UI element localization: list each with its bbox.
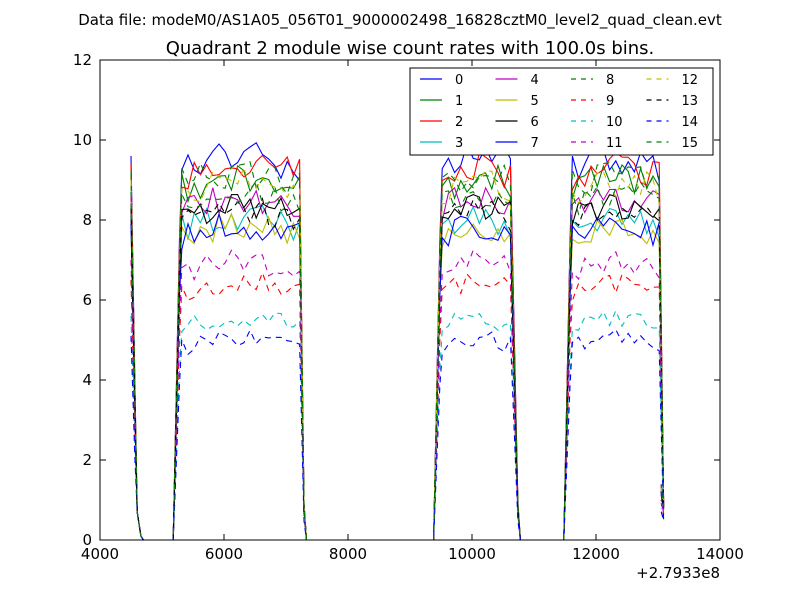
y-tick-label: 8 xyxy=(82,211,92,229)
legend-label-10: 10 xyxy=(606,115,623,130)
x-tick-label: 4000 xyxy=(81,545,119,563)
legend-label-4: 4 xyxy=(531,73,539,88)
legend-box xyxy=(409,67,714,156)
series-line-1 xyxy=(130,163,665,541)
y-tick-label: 6 xyxy=(82,291,92,309)
legend-label-7: 7 xyxy=(531,136,539,151)
series-line-6 xyxy=(130,193,665,541)
series-line-4 xyxy=(130,186,665,541)
legend-label-1: 1 xyxy=(455,94,463,109)
x-offset-label: +2.7933e8 xyxy=(636,564,720,582)
series-line-5 xyxy=(130,212,665,541)
legend-label-5: 5 xyxy=(531,94,539,109)
series-line-10 xyxy=(130,309,665,541)
x-tick-label: 12000 xyxy=(572,545,620,563)
legend-label-3: 3 xyxy=(455,136,463,151)
legend-label-11: 11 xyxy=(606,136,623,151)
chart-title: Quadrant 2 module wise count rates with … xyxy=(166,38,655,59)
legend-label-9: 9 xyxy=(606,94,614,109)
y-tick-label: 4 xyxy=(82,371,92,389)
y-tick-label: 12 xyxy=(73,51,92,69)
series-line-12 xyxy=(130,166,665,541)
legend-label-8: 8 xyxy=(606,73,614,88)
x-tick-label: 6000 xyxy=(205,545,243,563)
series-line-14 xyxy=(130,328,665,541)
y-tick-label: 10 xyxy=(73,131,92,149)
series-line-0 xyxy=(130,142,665,541)
series-line-15 xyxy=(130,180,665,541)
x-tick-label: 14000 xyxy=(696,545,744,563)
legend-label-14: 14 xyxy=(682,115,699,130)
legend-label-13: 13 xyxy=(682,94,699,109)
x-tick-label: 10000 xyxy=(448,545,496,563)
legend-label-12: 12 xyxy=(682,73,699,88)
series-line-8 xyxy=(130,161,665,541)
series-line-7 xyxy=(130,212,665,541)
legend-label-2: 2 xyxy=(455,115,463,130)
x-tick-label: 8000 xyxy=(329,545,367,563)
series-line-13 xyxy=(130,197,665,541)
legend-label-15: 15 xyxy=(682,136,699,151)
series-line-3 xyxy=(130,204,665,541)
data-file-label: Data file: modeM0/AS1A05_056T01_90000024… xyxy=(78,11,722,30)
series-line-9 xyxy=(130,270,665,541)
y-tick-label: 0 xyxy=(82,531,92,549)
legend-label-0: 0 xyxy=(455,73,463,88)
series-line-11 xyxy=(130,249,665,541)
y-tick-label: 2 xyxy=(82,451,92,469)
legend-label-6: 6 xyxy=(531,115,539,130)
